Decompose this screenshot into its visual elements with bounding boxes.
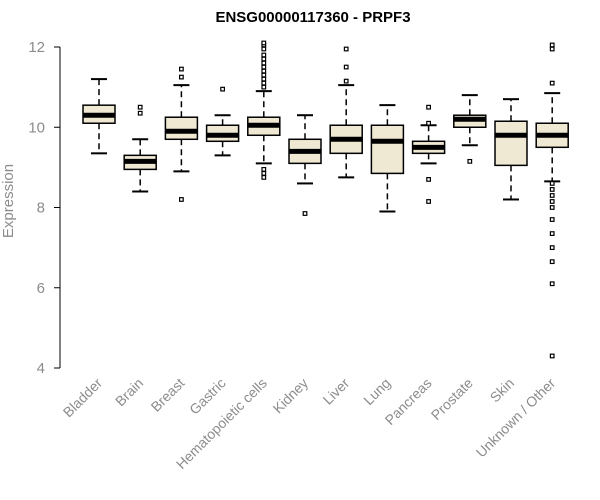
outlier-point	[426, 199, 431, 204]
x-tick-label: Kidney	[270, 375, 312, 417]
outlier-point	[261, 76, 267, 82]
outlier-point	[261, 72, 267, 78]
outlier-point	[261, 60, 267, 66]
outlier-point	[549, 281, 555, 287]
outlier-point	[549, 80, 555, 86]
outlier-point	[549, 259, 555, 265]
box-group	[329, 46, 363, 179]
outlier-point	[343, 78, 349, 84]
outlier-point	[179, 197, 184, 202]
x-tick-label: Skin	[487, 375, 518, 406]
outlier-point	[549, 217, 555, 222]
outlier-point	[343, 64, 349, 70]
x-tick-label: Liver	[320, 375, 353, 408]
outlier-point	[261, 80, 267, 86]
box-series	[82, 40, 569, 359]
outlier-point	[549, 353, 555, 359]
iqr-box	[494, 120, 528, 167]
box-group	[164, 66, 199, 202]
box-group	[494, 98, 528, 201]
y-axis: 4 6 8 10 12	[28, 39, 61, 377]
outlier-point	[426, 120, 431, 126]
outlier-point	[549, 245, 555, 251]
box-group	[247, 40, 281, 180]
x-tick-label: Brain	[112, 375, 146, 409]
box-group	[82, 78, 116, 155]
outlier-point	[343, 46, 349, 52]
outlier-point	[261, 84, 267, 90]
box-group	[370, 104, 405, 213]
x-tick-label: Bladder	[60, 375, 106, 421]
box-group	[535, 42, 569, 359]
box-group	[205, 86, 240, 157]
box-group	[453, 94, 487, 164]
outlier-point	[220, 86, 226, 92]
outlier-point	[549, 231, 555, 236]
y-tick-label: 8	[37, 200, 45, 217]
y-tick-label: 6	[37, 280, 45, 297]
outlier-point	[426, 177, 431, 182]
outlier-point	[261, 64, 267, 70]
box-group	[411, 104, 446, 204]
outlier-point	[261, 46, 267, 52]
iqr-box	[370, 124, 405, 175]
outlier-point	[467, 158, 473, 164]
outlier-point	[549, 199, 555, 204]
outlier-point	[261, 68, 267, 74]
outlier-point	[261, 56, 267, 62]
outlier-point	[426, 104, 431, 110]
box-group	[123, 104, 157, 193]
chart-title: ENSG00000117360 - PRPF3	[215, 9, 410, 26]
outlier-point	[261, 166, 267, 172]
y-axis-label: Expression	[0, 164, 17, 238]
y-tick-label: 4	[37, 360, 45, 377]
outlier-point	[549, 42, 555, 48]
outlier-point	[261, 175, 267, 180]
outlier-point	[179, 74, 184, 80]
outlier-point	[261, 52, 267, 58]
y-tick-label: 12	[28, 39, 45, 56]
outlier-point	[137, 104, 143, 110]
outlier-point	[549, 46, 555, 52]
outlier-point	[549, 181, 555, 186]
outlier-point	[549, 205, 555, 210]
outlier-point	[302, 211, 308, 216]
x-tick-label: Breast	[148, 375, 188, 415]
box-group	[288, 114, 322, 216]
outlier-point	[261, 40, 267, 46]
x-tick-label: Lung	[360, 375, 393, 408]
outlier-point	[179, 66, 184, 72]
y-tick-label: 10	[28, 119, 45, 136]
x-tick-label: Prostate	[428, 375, 476, 423]
outlier-point	[549, 187, 555, 192]
outlier-point	[549, 193, 555, 198]
iqr-box	[164, 116, 199, 141]
outlier-point	[137, 110, 143, 116]
outlier-point	[261, 170, 267, 176]
